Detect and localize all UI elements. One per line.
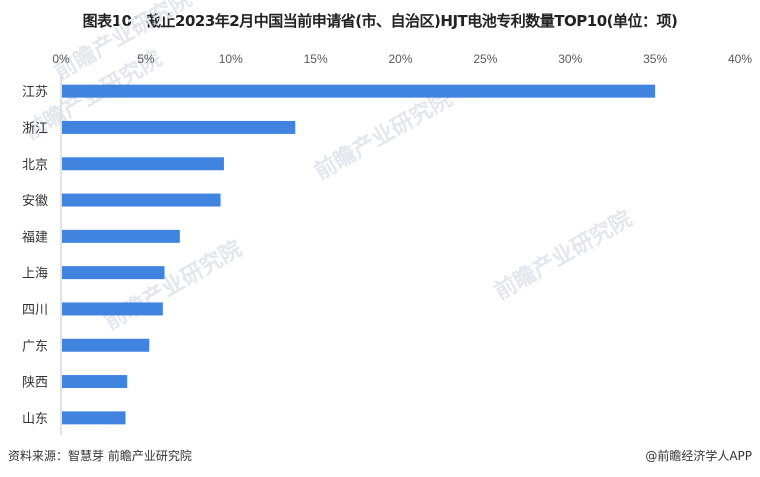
bar-北京: [62, 157, 224, 171]
watermark: 前瞻产业研究院: [310, 86, 456, 186]
category-label: 上海: [22, 267, 48, 282]
x-tick-label: 0%: [52, 52, 70, 66]
watermark: 前瞻产业研究院: [100, 236, 246, 336]
bar-安徽: [62, 193, 221, 207]
chart-title: 图表10：截止2023年2月中国当前申请省(市、自治区)HJT电池专利数量TOP…: [82, 12, 678, 30]
category-label: 山东: [22, 412, 48, 427]
bar-山东: [62, 411, 126, 425]
category-label: 福建: [22, 230, 48, 245]
x-tick-label: 25%: [473, 52, 497, 66]
category-label: 江苏: [22, 84, 48, 100]
bar-上海: [62, 266, 165, 280]
category-label: 陕西: [22, 376, 48, 391]
bar-江苏: [62, 84, 656, 98]
credit-note: @前瞻经济学人APP: [645, 449, 752, 463]
category-label: 广东: [22, 339, 48, 354]
bar-四川: [62, 302, 163, 316]
watermark: 前瞻产业研究院: [490, 206, 636, 306]
x-tick-label: 30%: [558, 52, 582, 66]
x-tick-label: 20%: [388, 52, 412, 66]
bar-福建: [62, 229, 180, 243]
category-label: 浙江: [22, 121, 48, 136]
x-tick-label: 15%: [304, 52, 328, 66]
x-tick-label: 10%: [219, 52, 243, 66]
x-tick-label: 40%: [728, 52, 752, 66]
bar-广东: [62, 338, 150, 352]
x-tick-label: 35%: [643, 52, 667, 66]
category-label: 北京: [22, 158, 48, 173]
bar-浙江: [62, 120, 296, 134]
x-tick-label: 5%: [137, 52, 155, 66]
category-label: 安徽: [22, 194, 48, 209]
bar-陕西: [62, 375, 128, 389]
source-note: 资料来源：智慧芽 前瞻产业研究院: [8, 449, 192, 463]
category-label: 四川: [22, 303, 48, 318]
